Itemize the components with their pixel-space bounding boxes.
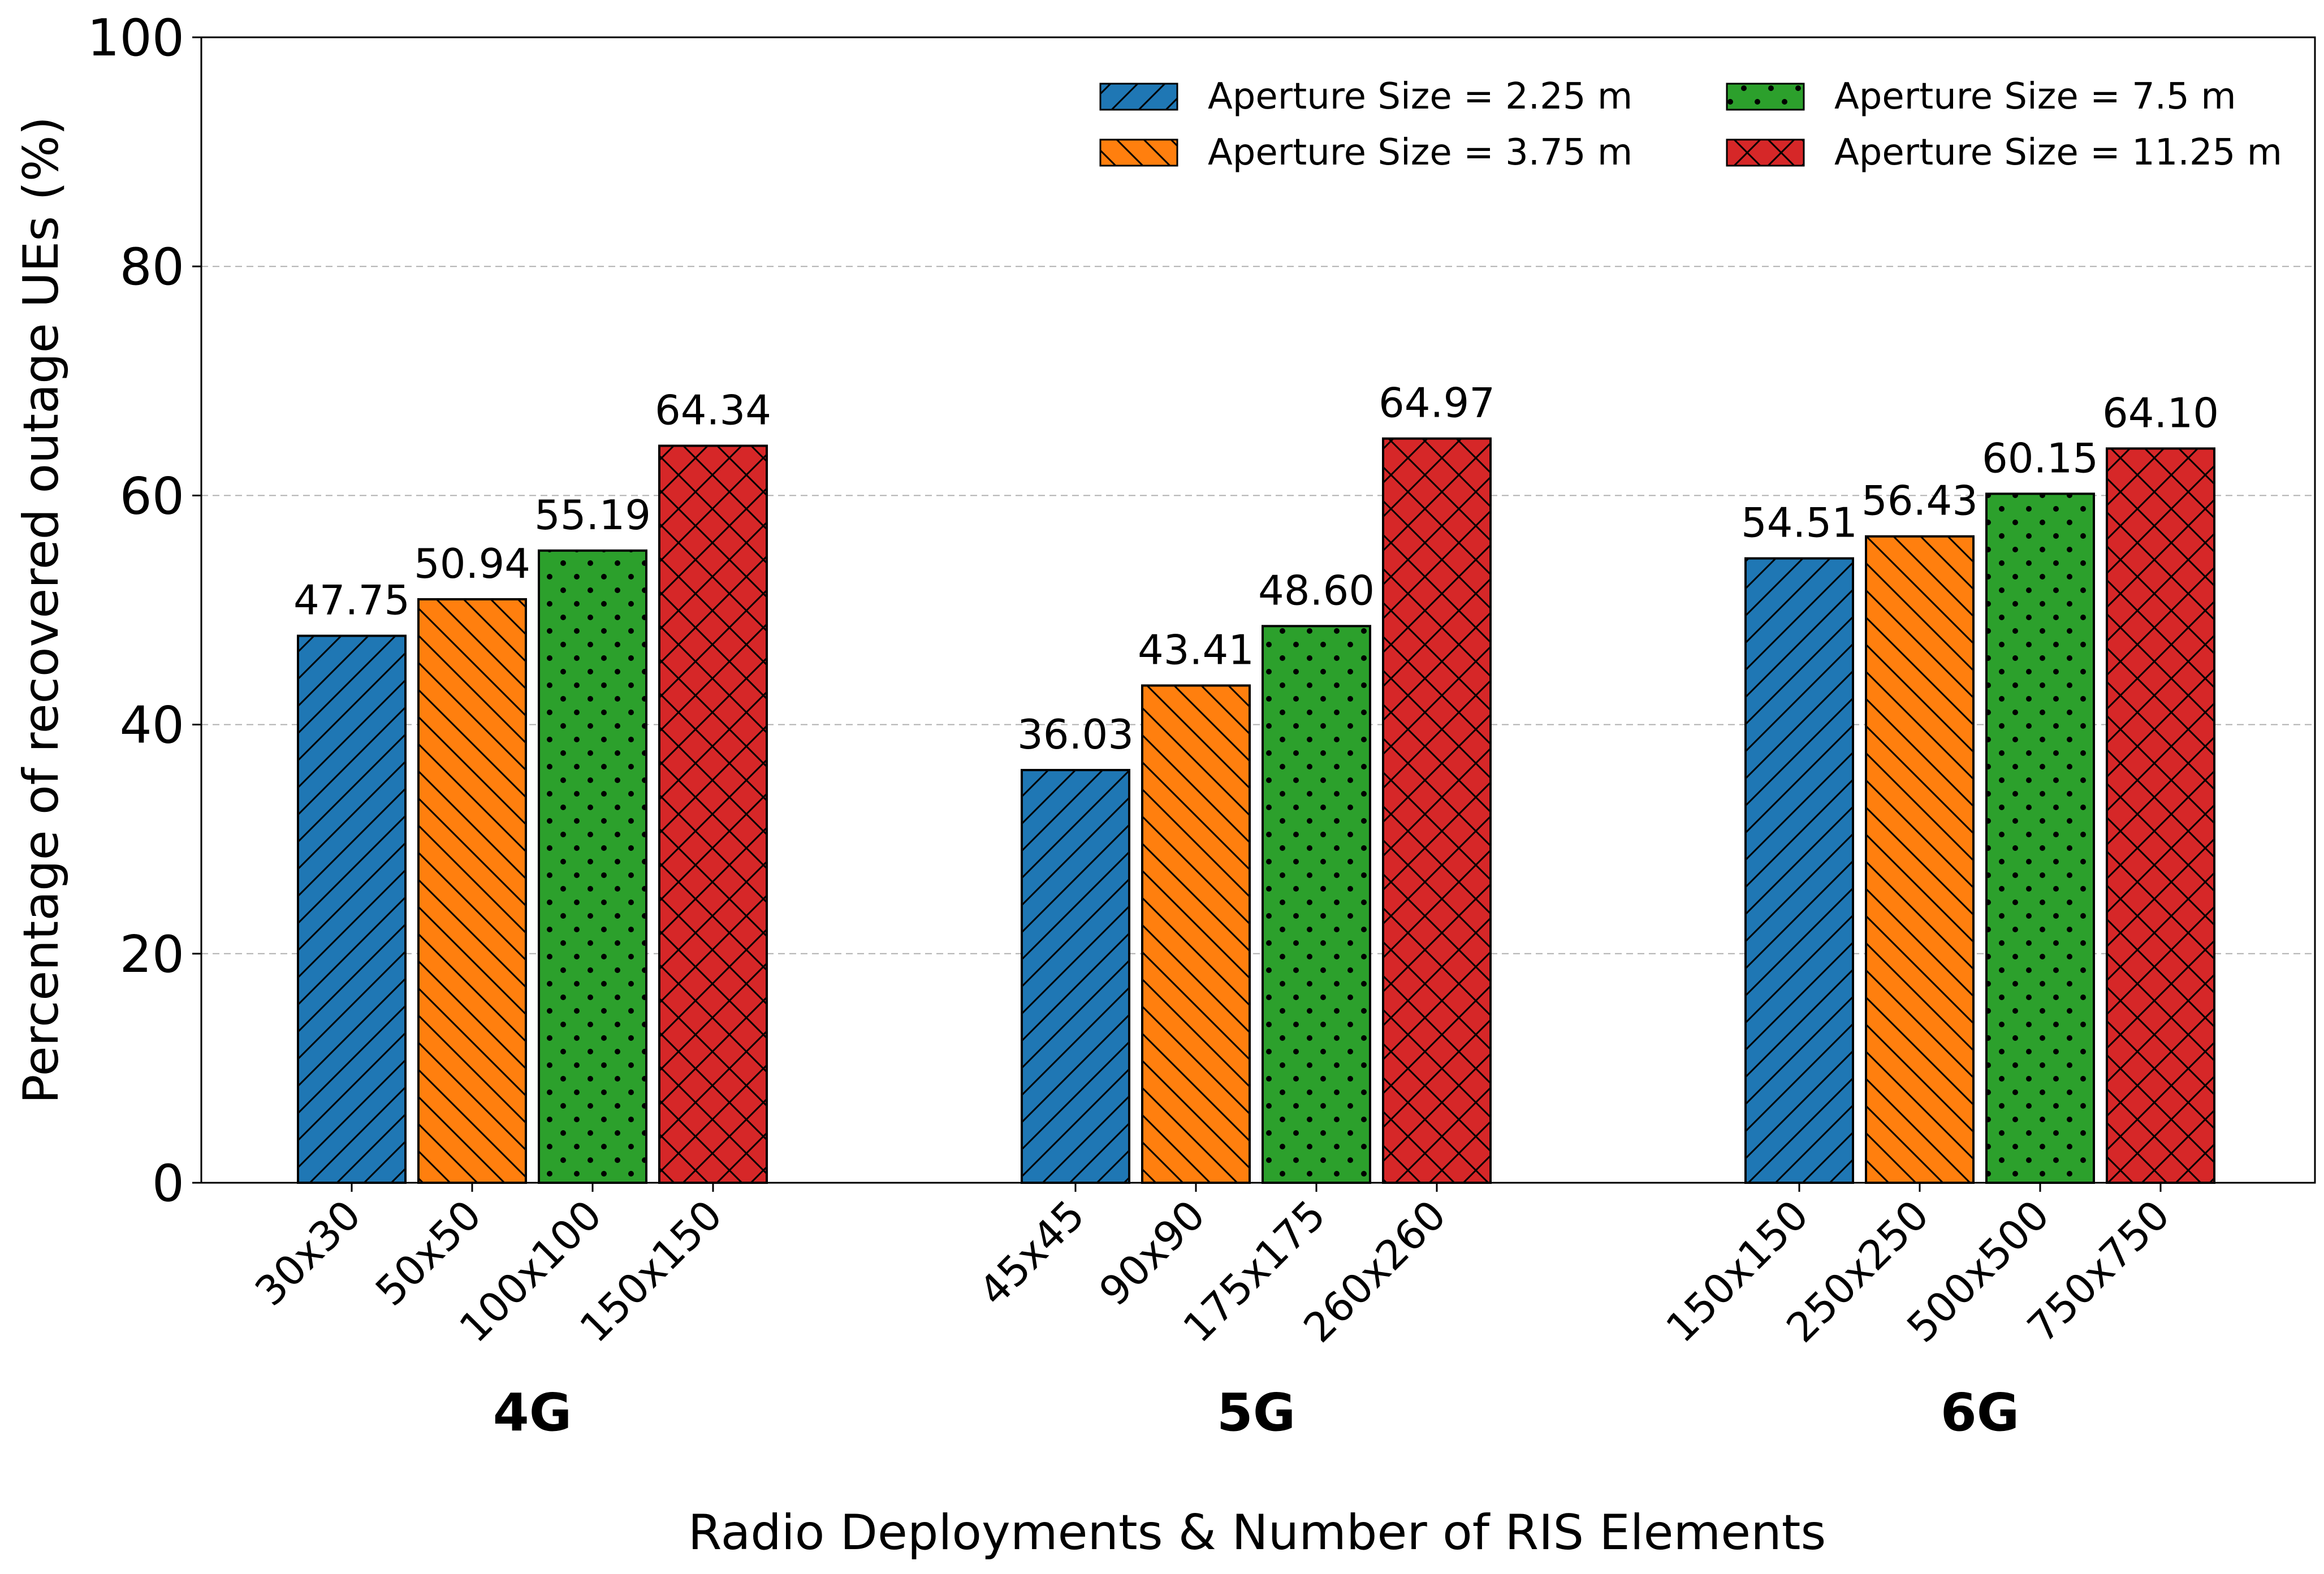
- bar-value-label: 60.15: [1982, 434, 2098, 482]
- plot-area-frame: [200, 36, 2316, 1184]
- bar-hatch: [417, 598, 527, 1184]
- bar-hatch: [1021, 769, 1130, 1184]
- x-axis-title: Radio Deployments & Number of RIS Elemen…: [688, 1504, 1826, 1561]
- x-tick-label: 30x30: [246, 1191, 370, 1315]
- bar-value-label: 56.43: [1861, 477, 1978, 525]
- bar-hatch: [538, 549, 647, 1184]
- legend-swatch-hatch: [1099, 139, 1178, 167]
- y-tick-label: 20: [119, 925, 184, 984]
- x-tick-label: 45x45: [970, 1191, 1094, 1315]
- y-tick-label: 60: [119, 466, 184, 526]
- y-tick-label: 40: [119, 696, 184, 755]
- legend-label: Aperture Size = 3.75 m: [1208, 132, 1632, 174]
- group-label-4G: 4G: [493, 1382, 572, 1443]
- bar-value-label: 54.51: [1741, 499, 1858, 547]
- bar-hatch: [1262, 625, 1371, 1184]
- bar-value-label: 50.94: [414, 540, 530, 587]
- bar-hatch: [1985, 492, 2095, 1184]
- legend-swatch-hatch: [1726, 139, 1805, 167]
- group-label-6G: 6G: [1941, 1382, 2020, 1443]
- bar-value-label: 48.60: [1258, 567, 1375, 614]
- legend-label: Aperture Size = 7.5 m: [1834, 76, 2236, 118]
- bar-hatch: [1382, 437, 1492, 1184]
- y-tick-label: 80: [119, 237, 184, 297]
- bar-hatch: [1744, 557, 1854, 1184]
- legend-swatch-hatch: [1099, 83, 1178, 111]
- y-tick-label: 100: [87, 8, 184, 68]
- bar-value-label: 47.75: [293, 577, 410, 624]
- legend-label: Aperture Size = 11.25 m: [1834, 132, 2282, 174]
- legend-label: Aperture Size = 2.25 m: [1208, 76, 1632, 118]
- y-axis-title: Percentage of recovered outage UEs (%): [13, 116, 70, 1104]
- legend-swatch-hatch: [1726, 83, 1805, 111]
- bar-hatch: [1141, 684, 1251, 1184]
- bar-value-label: 36.03: [1017, 711, 1134, 758]
- legend: Aperture Size = 2.25 m Aperture Size = 3.…: [1099, 76, 2282, 174]
- group-label-5G: 5G: [1217, 1382, 1296, 1443]
- bar-value-label: 55.19: [534, 491, 651, 539]
- bar-hatch: [2106, 447, 2215, 1184]
- bar-value-label: 64.10: [2102, 389, 2219, 436]
- bars: [297, 437, 2215, 1184]
- y-tick-label: 0: [152, 1154, 184, 1213]
- bar-value-label: 64.97: [1379, 379, 1495, 427]
- bar-value-label: 43.41: [1138, 626, 1254, 674]
- bar-value-label: 64.34: [655, 386, 771, 434]
- bar-hatch: [297, 634, 407, 1184]
- bar-hatch: [1865, 535, 1975, 1184]
- bar-hatch: [658, 444, 768, 1184]
